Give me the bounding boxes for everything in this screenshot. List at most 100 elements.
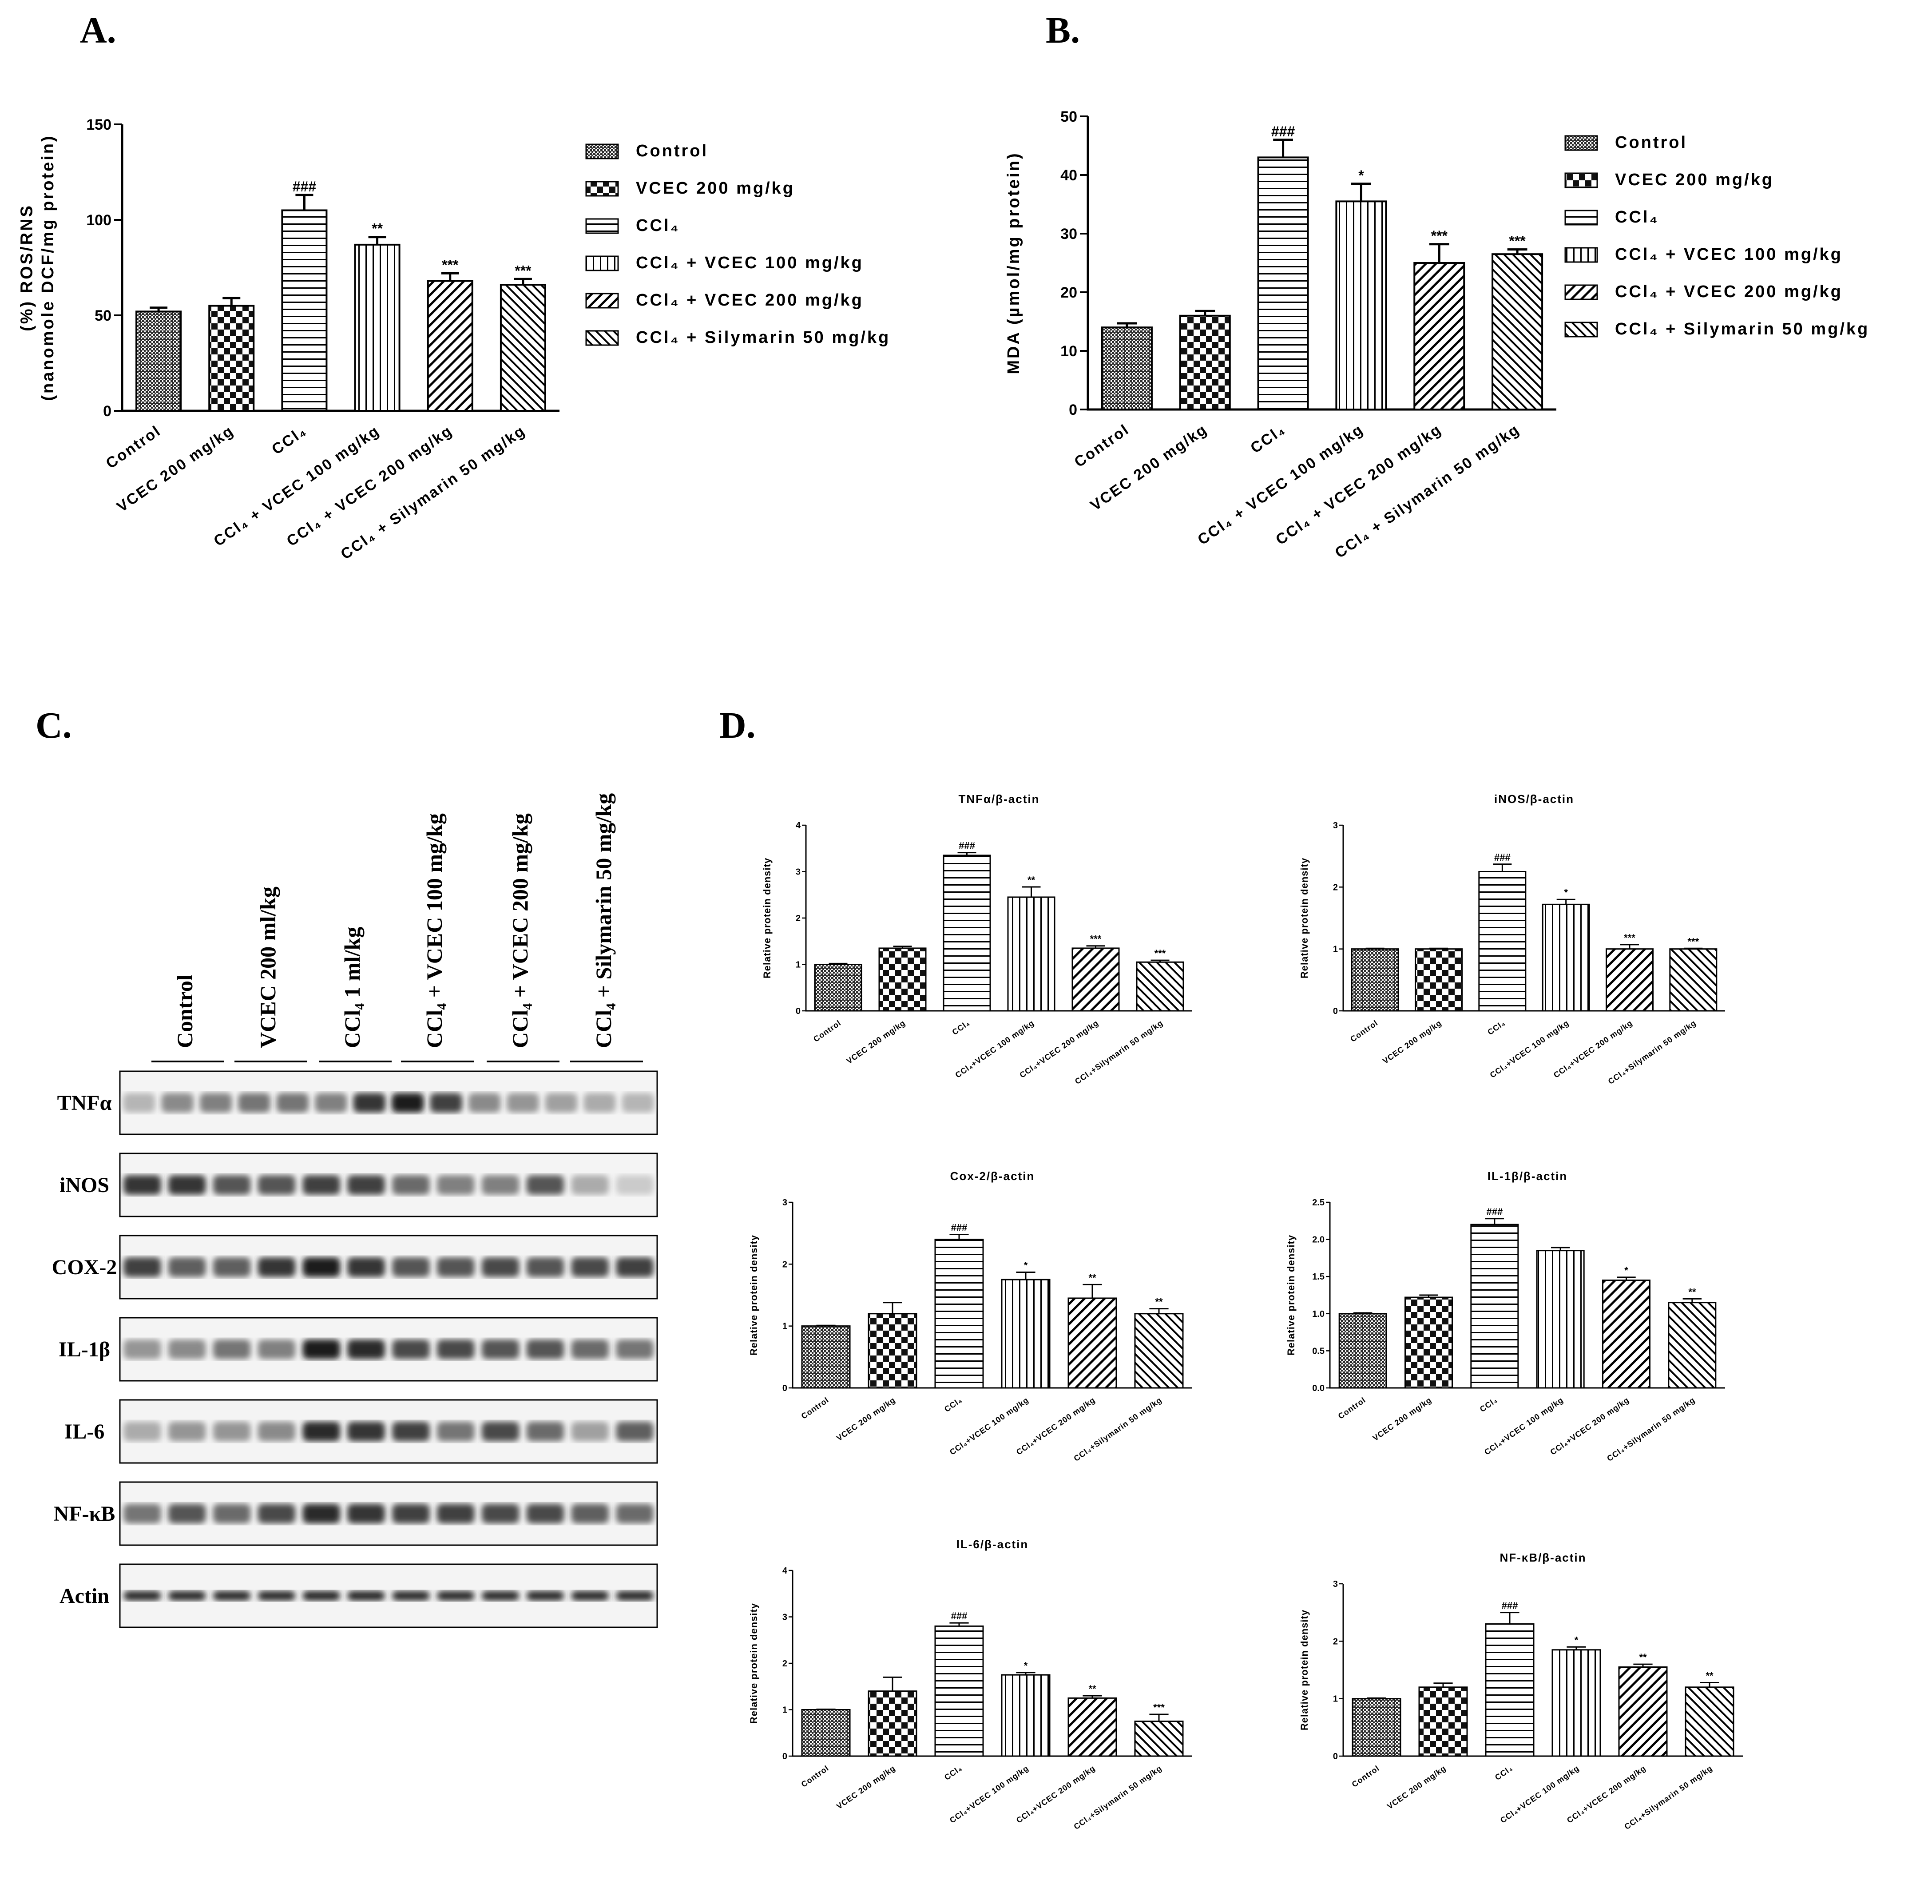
blot-band xyxy=(347,1340,385,1359)
bar xyxy=(1415,948,1463,1012)
y-tick-label: 0 xyxy=(1069,401,1077,418)
blot-band xyxy=(213,1591,251,1601)
blot-band xyxy=(123,1175,161,1195)
y-axis-label: MDA (µmol/mg protein) xyxy=(1004,151,1023,374)
blot-row: TNFα xyxy=(57,1070,658,1135)
bar xyxy=(1685,1686,1734,1757)
lane-group-label: Control xyxy=(172,974,197,1048)
bar xyxy=(1007,896,1055,1012)
x-category-label: Control xyxy=(1349,1018,1380,1044)
blot-band xyxy=(347,1504,385,1523)
bar xyxy=(1352,1698,1401,1757)
significance-label: ** xyxy=(1639,1652,1647,1663)
y-tick-label: 2.5 xyxy=(1312,1198,1325,1208)
y-tick-label: 2 xyxy=(796,914,801,923)
significance-label: *** xyxy=(1154,948,1166,959)
bar xyxy=(1542,903,1590,1012)
x-category-label: Control xyxy=(812,1018,843,1044)
bar xyxy=(801,1325,851,1389)
y-tick-label: 1 xyxy=(1333,1694,1338,1704)
blot-membrane xyxy=(119,1399,658,1464)
blot-band xyxy=(213,1504,251,1523)
panel-label-c: C. xyxy=(36,705,72,746)
y-axis-label: Relative protein density xyxy=(1285,1235,1297,1355)
panel-label-a: A. xyxy=(80,10,116,51)
blot-band xyxy=(258,1591,296,1601)
y-tick-label: 1 xyxy=(1333,945,1338,954)
y-axis-label: Relative protein density xyxy=(748,1603,759,1724)
blot-band xyxy=(481,1422,520,1441)
bar xyxy=(1179,314,1231,410)
significance-label: * xyxy=(1024,1660,1028,1671)
chart-b: 0 10 20 30 40 50 MDA (µmol/mg protein) Control V… xyxy=(1004,108,1869,562)
blot-membrane xyxy=(119,1563,658,1628)
blot-protein-label: iNOS xyxy=(60,1173,109,1197)
axis-lines xyxy=(805,825,1192,1012)
y-axis-label: (%) ROS/RNS xyxy=(18,204,36,331)
blot-band xyxy=(123,1422,161,1441)
blot-band xyxy=(436,1504,475,1523)
blot-band xyxy=(258,1340,296,1359)
x-category-label: CCl₄ xyxy=(1486,1018,1507,1037)
chart-title: NF-κB/β-actin xyxy=(1500,1551,1586,1564)
blot-membrane xyxy=(119,1317,658,1382)
chart-d1: TNFα/β-actin 0 1 2 3 4 Relative protein densit… xyxy=(762,792,1192,1086)
x-category-label: Control xyxy=(1337,1395,1368,1421)
blot-band xyxy=(526,1340,564,1359)
bar xyxy=(1536,1250,1585,1389)
axis-lines xyxy=(1329,1202,1725,1389)
blot-band xyxy=(302,1504,341,1523)
significance-label: * xyxy=(1624,1265,1628,1276)
bar xyxy=(1668,1302,1717,1389)
blot-band xyxy=(481,1175,520,1195)
chart-d4: IL-1β/β-actin 0.0 0.5 1.0 1.5 2.0 2.5 Relative … xyxy=(1285,1169,1725,1463)
blot-band xyxy=(168,1340,206,1359)
chart-title: IL-1β/β-actin xyxy=(1488,1169,1568,1183)
axis-lines xyxy=(1342,1584,1743,1757)
significance-label: ### xyxy=(1486,1206,1503,1217)
legend-swatch xyxy=(585,293,619,309)
bar xyxy=(135,310,182,412)
chart-d5: IL-6/β-actin 0 1 2 3 4 Relative protein densit… xyxy=(748,1538,1192,1831)
legend-label: CCl₄ + VCEC 200 mg/kg xyxy=(1615,282,1843,301)
blot-protein-label: Actin xyxy=(60,1584,109,1608)
blot-row: Actin xyxy=(60,1563,658,1628)
blot-band xyxy=(481,1257,520,1277)
chart-title: iNOS/β-actin xyxy=(1494,792,1574,806)
x-category-label: VCEC 200 mg/kg xyxy=(835,1764,897,1811)
legend-label: CCl₄ + Silymarin 50 mg/kg xyxy=(1615,320,1869,338)
y-tick-label: 1 xyxy=(782,1705,787,1715)
blot-band xyxy=(161,1093,194,1113)
bar xyxy=(1067,1297,1117,1389)
x-category-label: VCEC 200 mg/kg xyxy=(835,1395,897,1443)
y-tick-label: 0 xyxy=(1333,1752,1338,1761)
blot-protein-label: IL-1β xyxy=(59,1338,110,1361)
y-tick-label: 3 xyxy=(782,1613,787,1622)
significance-label: *** xyxy=(1509,233,1526,249)
blot-band xyxy=(302,1340,341,1359)
blot-row: IL-1β xyxy=(59,1317,658,1382)
bar xyxy=(1413,262,1465,410)
legend-label: CCl₄ xyxy=(1615,208,1659,227)
blot-band xyxy=(168,1591,206,1601)
blot-band xyxy=(622,1093,655,1113)
blot-band xyxy=(481,1340,520,1359)
blot-band xyxy=(616,1422,654,1441)
x-category-label: CCl₄ xyxy=(943,1764,964,1782)
legend-label: VCEC 200 mg/kg xyxy=(636,179,795,198)
lane-group-label: VCEC 200 ml/kg xyxy=(255,886,280,1048)
blot-band xyxy=(571,1504,609,1523)
y-tick-label: 30 xyxy=(1060,226,1077,242)
blot-band xyxy=(468,1093,501,1113)
blot-band xyxy=(123,1093,155,1113)
blot-band xyxy=(616,1591,654,1601)
x-category-label: Control xyxy=(1350,1764,1381,1789)
bar xyxy=(354,243,401,412)
significance-label: * xyxy=(1564,887,1568,898)
y-tick-label: 2 xyxy=(782,1659,787,1669)
y-tick-label: 0 xyxy=(796,1006,801,1016)
y-tick-label: 0 xyxy=(103,403,111,420)
blot-band xyxy=(616,1340,654,1359)
y-tick-label: 4 xyxy=(782,1566,788,1576)
blot-band xyxy=(347,1257,385,1277)
